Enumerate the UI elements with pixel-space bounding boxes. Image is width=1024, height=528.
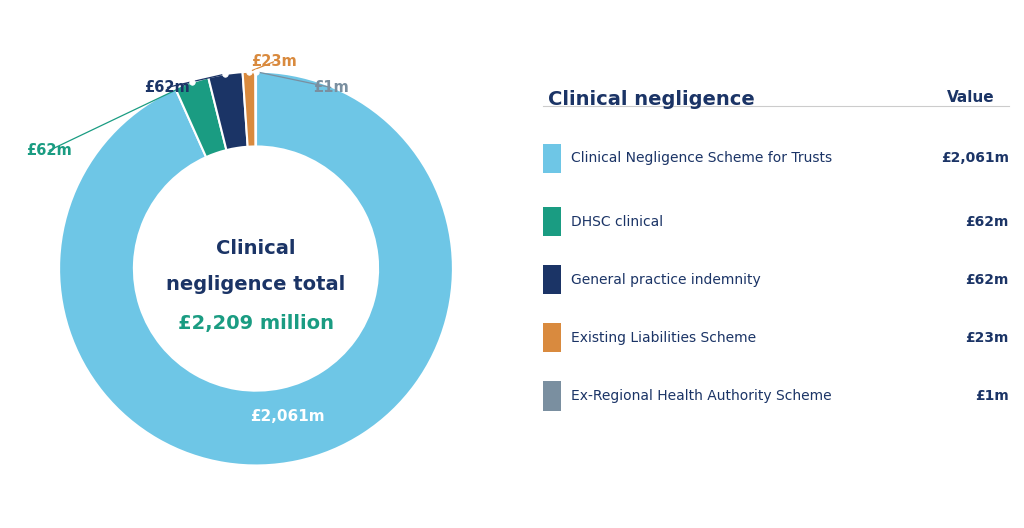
Text: DHSC clinical: DHSC clinical (571, 215, 663, 229)
Text: £62m: £62m (966, 273, 1009, 287)
Text: Ex-Regional Health Authority Scheme: Ex-Regional Health Authority Scheme (571, 389, 831, 403)
Text: General practice indemnity: General practice indemnity (571, 273, 761, 287)
Text: £23m: £23m (251, 54, 297, 69)
Text: £62m: £62m (966, 215, 1009, 229)
Text: Existing Liabilities Scheme: Existing Liabilities Scheme (571, 331, 756, 345)
FancyBboxPatch shape (543, 381, 561, 411)
Text: £62m: £62m (144, 80, 190, 95)
FancyBboxPatch shape (543, 144, 561, 173)
Wedge shape (59, 72, 453, 466)
Text: negligence total: negligence total (166, 275, 346, 294)
Text: £1m: £1m (313, 80, 349, 95)
FancyBboxPatch shape (543, 323, 561, 353)
Text: £62m: £62m (27, 143, 72, 158)
Wedge shape (243, 72, 256, 147)
FancyBboxPatch shape (543, 266, 561, 295)
Text: Value: Value (947, 90, 995, 105)
Text: £1m: £1m (975, 389, 1009, 403)
Text: Clinical negligence: Clinical negligence (548, 90, 755, 109)
Text: £2,061m: £2,061m (941, 152, 1009, 165)
Text: Clinical: Clinical (216, 239, 296, 258)
Text: £2,061m: £2,061m (250, 409, 325, 425)
Wedge shape (175, 78, 226, 157)
Text: £2,209 million: £2,209 million (178, 314, 334, 333)
FancyBboxPatch shape (543, 207, 561, 237)
Text: Clinical Negligence Scheme for Trusts: Clinical Negligence Scheme for Trusts (571, 152, 833, 165)
Wedge shape (208, 72, 248, 150)
Text: £23m: £23m (966, 331, 1009, 345)
